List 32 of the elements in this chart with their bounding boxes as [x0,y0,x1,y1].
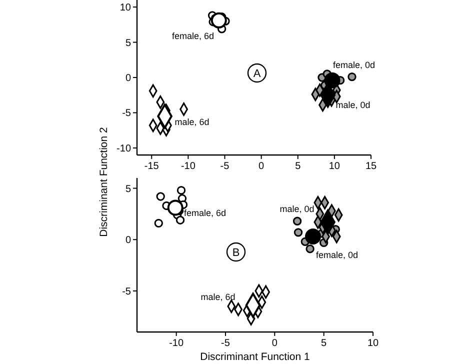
x-tick-label: 5 [295,161,302,172]
x-tick-label: -5 [221,338,230,349]
x-tick-label: -10 [169,338,184,349]
annotation: female, 0d [332,60,376,70]
x-axis-title: Discriminant Function 1 [200,351,310,363]
annotation: male, 0d [280,204,314,214]
x-tick-label: 15 [365,161,377,172]
annotation: B [232,247,240,259]
x-tick-label: 10 [367,338,379,349]
x-tick-label: 0 [272,338,278,349]
y-tick-label: -5 [122,108,132,120]
x-tick-label: 5 [321,338,328,349]
y-tick-label: 0 [125,235,132,246]
x-tick-label: 0 [258,161,265,172]
annotation: female, 0d [316,250,358,260]
y-axis-title: Discriminant Function 2 [98,126,110,237]
x-tick-label: -10 [180,161,196,172]
annotation: male, 6d [200,292,236,302]
x-tick-label: -15 [144,161,160,172]
annotation: female, 6d [172,31,214,41]
y-tick-label: 10 [120,2,132,14]
x-tick-label: 10 [328,161,340,172]
y-tick-label: 5 [125,184,132,195]
annotation: male, 6d [174,117,210,127]
y-tick-label: -10 [116,143,132,154]
annotation: female, 6d [184,208,226,218]
x-tick-label: -5 [220,161,230,172]
y-tick-label: -5 [122,286,132,298]
y-tick-label: 5 [125,38,132,49]
annotation: male, 0d [336,100,370,110]
y-tick-label: 0 [125,73,132,84]
annotation: A [253,68,262,80]
